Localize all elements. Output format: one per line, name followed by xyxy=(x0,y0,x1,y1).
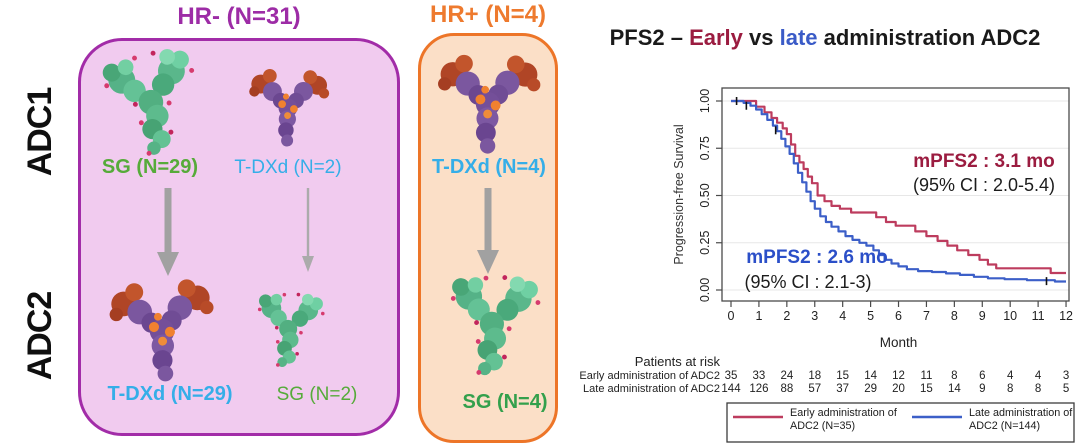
risk-count: 20 xyxy=(892,383,905,395)
risk-count: 15 xyxy=(836,370,849,382)
x-tick-label: 3 xyxy=(811,309,818,323)
adc-sequence-diagram: HR- (N=31) HR+ (N=4) ADC1 ADC2 SG (N=29)… xyxy=(21,1,558,443)
risk-row-label: Early administration of ADC2 xyxy=(579,370,720,382)
hr-negative-group-box xyxy=(78,38,400,436)
ci-annotation: (95% CI : 2.0-5.4) xyxy=(913,175,1055,195)
km-curve-early xyxy=(731,99,1066,275)
x-tick-label: 1 xyxy=(755,309,762,323)
median-annotation: mPFS2 : 3.1 mo xyxy=(913,151,1055,172)
tdxd-molecule-icon xyxy=(100,271,224,389)
y-tick-label: 0.50 xyxy=(698,183,712,207)
legend-label: ADC2 (N=144) xyxy=(969,420,1040,432)
median-annotation: mPFS2 : 2.6 mo xyxy=(746,247,888,268)
risk-count: 14 xyxy=(864,370,877,382)
y-tick-label: 0.75 xyxy=(698,136,712,160)
hr-positive-title: HR+ (N=4) xyxy=(429,1,547,28)
tdxd-n4-label: T-DXd (N=4) xyxy=(432,156,546,178)
tdxd-n29-label: T-DXd (N=29) xyxy=(107,383,233,405)
chart-title: PFS2 – Early vs late administration ADC2 xyxy=(590,25,1060,51)
risk-row-label: Late administration of ADC2 xyxy=(583,383,720,395)
y-tick-label: 1.00 xyxy=(698,89,712,113)
x-tick-label: 10 xyxy=(1003,309,1017,323)
x-tick-label: 7 xyxy=(923,309,930,323)
risk-count: 4 xyxy=(1035,370,1042,382)
sg-molecule-icon xyxy=(433,263,552,384)
chart-title-segment: administration ADC2 xyxy=(817,25,1041,50)
risk-count: 15 xyxy=(920,383,933,395)
legend-box xyxy=(726,402,1075,443)
plot-frame xyxy=(721,87,1070,302)
risk-count: 8 xyxy=(1035,383,1041,395)
x-tick-label: 8 xyxy=(951,309,958,323)
risk-count: 8 xyxy=(1007,383,1013,395)
risk-count: 88 xyxy=(780,383,793,395)
pfs2-km-chart: PFS2 – Early vs late administration ADC2… xyxy=(560,0,1080,444)
x-tick-label: 12 xyxy=(1059,309,1073,323)
risk-count: 9 xyxy=(979,383,985,395)
km-plot: 0.00 0.25 0.50 0.75 1.00 Progression-free Sur… xyxy=(579,87,1075,443)
risk-count: 35 xyxy=(725,370,738,382)
risk-count: 3 xyxy=(1063,370,1069,382)
down-arrow-icon xyxy=(157,188,179,276)
sg-n2-label: SG (N=2) xyxy=(276,384,358,405)
sg-n4-label: SG (N=4) xyxy=(462,391,548,413)
risk-count: 8 xyxy=(951,370,957,382)
chart-title-segment: PFS2 – xyxy=(609,25,690,50)
legend-label: Late administration of xyxy=(969,407,1073,419)
chart-title-segment: vs xyxy=(742,25,780,50)
risk-table-header: Patients at risk xyxy=(635,354,721,369)
risk-count: 18 xyxy=(808,370,821,382)
x-tick-label: 5 xyxy=(867,309,874,323)
risk-count: 6 xyxy=(979,370,985,382)
down-arrow-icon xyxy=(477,188,499,274)
risk-count: 12 xyxy=(892,370,905,382)
x-tick-label: 2 xyxy=(783,309,790,323)
y-tick-label: 0.25 xyxy=(698,231,712,255)
chart-title-segment: Early xyxy=(689,25,743,50)
risk-count: 4 xyxy=(1007,370,1014,382)
risk-count: 5 xyxy=(1063,383,1069,395)
tdxd-n2-label: T-DXd (N=2) xyxy=(234,157,342,178)
x-tick-label: 6 xyxy=(895,309,902,323)
tdxd-molecule-icon xyxy=(428,46,548,160)
x-tick-label: 11 xyxy=(1032,309,1045,323)
sg-n29-label: SG (N=29) xyxy=(101,156,199,178)
x-tick-label: 4 xyxy=(839,309,846,323)
adc2-row-label: ADC2 xyxy=(21,291,59,381)
ci-annotation: (95% CI : 2.1-3) xyxy=(744,272,871,292)
legend-label: Early administration of xyxy=(790,407,898,419)
sg-molecule-icon xyxy=(89,39,215,165)
risk-count: 33 xyxy=(753,370,766,382)
risk-count: 144 xyxy=(721,383,741,395)
risk-count: 24 xyxy=(780,370,793,382)
y-axis-title: Progression-free Survival xyxy=(672,124,686,264)
down-arrow-thin-icon xyxy=(302,188,314,272)
legend-label: ADC2 (N=35) xyxy=(790,420,855,432)
tdxd-molecule-icon xyxy=(242,62,334,152)
risk-count: 37 xyxy=(836,383,849,395)
hr-negative-title: HR- (N=31) xyxy=(177,3,301,30)
adc1-row-label: ADC1 xyxy=(21,87,59,177)
km-curve-late xyxy=(731,99,1066,283)
risk-count: 14 xyxy=(948,383,961,395)
x-axis-title: Month xyxy=(880,335,918,350)
risk-count: 11 xyxy=(920,370,932,382)
risk-count: 29 xyxy=(864,383,877,395)
x-tick-label: 9 xyxy=(979,309,986,323)
y-tick-label: 0.00 xyxy=(698,278,712,302)
x-tick-label: 0 xyxy=(728,309,735,323)
risk-count: 57 xyxy=(808,383,821,395)
sg-molecule-icon xyxy=(244,282,335,376)
risk-count: 126 xyxy=(749,383,768,395)
chart-title-segment: late xyxy=(779,25,818,50)
